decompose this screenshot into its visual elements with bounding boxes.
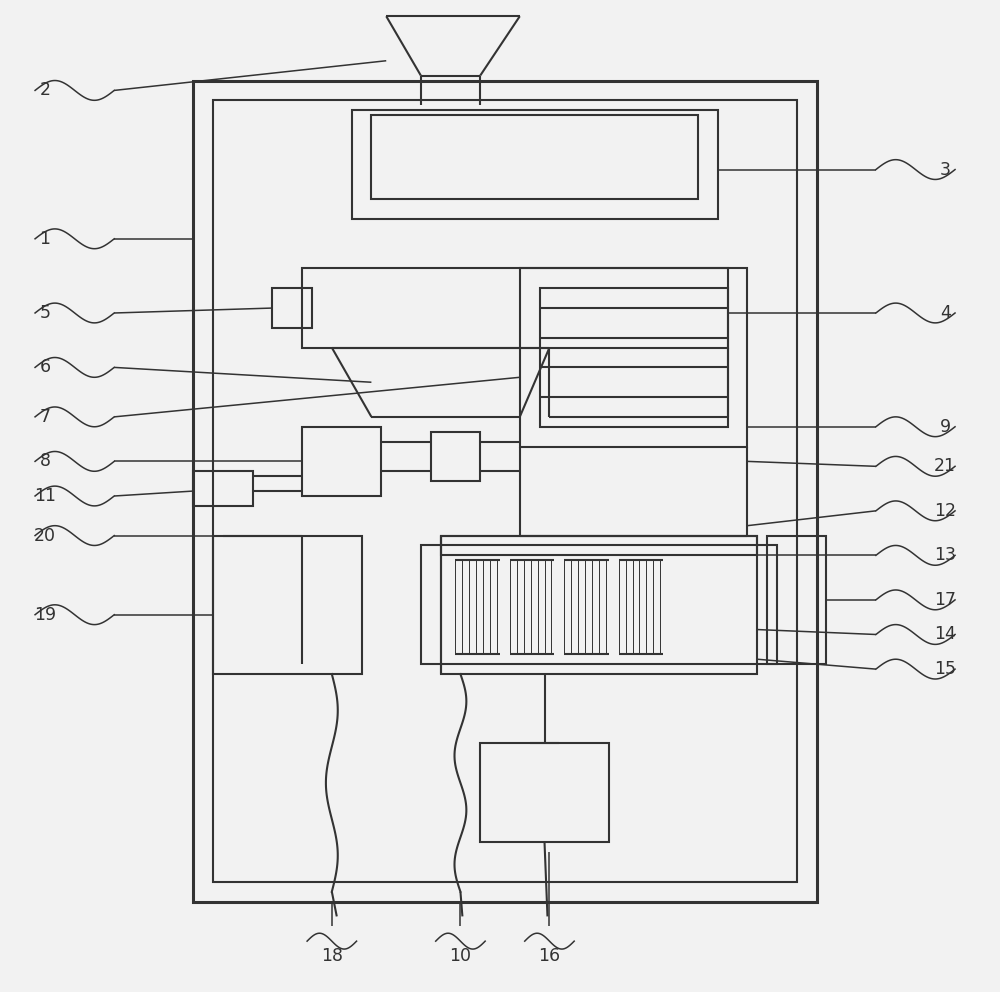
Text: 6: 6: [39, 358, 51, 376]
Text: 18: 18: [321, 947, 343, 965]
Text: 15: 15: [934, 660, 956, 679]
Bar: [520, 269, 747, 446]
Text: 9: 9: [940, 418, 951, 435]
Text: 11: 11: [34, 487, 56, 505]
Bar: [352, 110, 718, 219]
Text: 2: 2: [39, 81, 50, 99]
Text: 12: 12: [934, 502, 956, 520]
Bar: [441, 536, 757, 556]
Bar: [272, 289, 312, 327]
Bar: [540, 289, 728, 427]
Bar: [441, 536, 757, 674]
Text: 20: 20: [34, 527, 56, 545]
Bar: [421, 546, 777, 665]
Bar: [213, 100, 797, 882]
Text: 3: 3: [940, 161, 951, 179]
Text: 5: 5: [39, 304, 50, 322]
Bar: [431, 432, 480, 481]
Bar: [193, 80, 817, 902]
Text: 13: 13: [934, 547, 956, 564]
Text: 7: 7: [39, 408, 50, 426]
Text: 4: 4: [940, 304, 951, 322]
Text: 16: 16: [538, 947, 561, 965]
Text: 10: 10: [449, 947, 471, 965]
Text: 1: 1: [39, 230, 50, 248]
Bar: [767, 536, 826, 665]
Text: 14: 14: [934, 626, 956, 644]
Bar: [193, 471, 253, 506]
Bar: [302, 269, 728, 347]
Bar: [480, 743, 609, 842]
Bar: [371, 115, 698, 199]
Text: 19: 19: [34, 606, 56, 624]
Bar: [302, 427, 381, 496]
Bar: [213, 536, 362, 674]
Text: 21: 21: [934, 457, 956, 475]
Text: 8: 8: [39, 452, 50, 470]
Text: 17: 17: [934, 591, 956, 609]
